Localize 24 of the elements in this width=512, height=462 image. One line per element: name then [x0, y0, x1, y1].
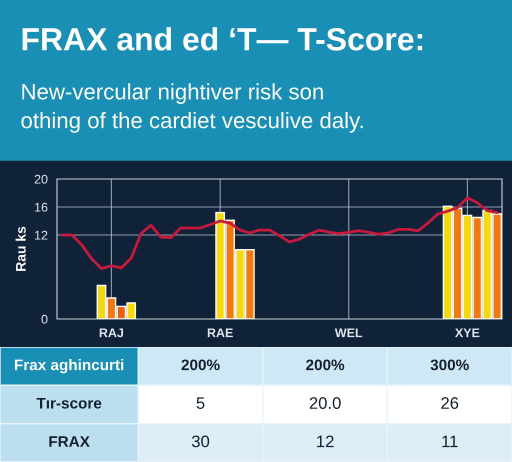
y-tick-label: 0 — [42, 314, 48, 324]
category-label: Frax aghincurti — [14, 359, 124, 374]
chart-subtitle: New-vercular nightiver risk son othing of the cardiet vesculive daly. — [21, 83, 363, 133]
y-tick-label: 16 — [35, 202, 48, 212]
text: 5 — [196, 397, 204, 409]
line-series — [60, 196, 498, 270]
text: 26 — [441, 397, 458, 409]
chart-title: FRAX and ed ‘T— T-Score: — [22, 27, 422, 51]
category-label: 200% — [306, 359, 344, 370]
category-label: FRAX — [49, 436, 90, 447]
y-tick-label: 20 — [34, 174, 48, 184]
x-tick-label: WEL — [334, 328, 362, 338]
x-tick-label: RAJ — [100, 328, 124, 338]
category-label: 300% — [430, 359, 469, 370]
text: 20.0 — [310, 397, 341, 409]
category-label: 200% — [182, 359, 220, 370]
y-tick-label: 12 — [35, 230, 48, 240]
text: 11 — [442, 436, 458, 448]
category-label: Tır-score — [36, 398, 102, 409]
text: 30 — [192, 436, 210, 448]
y-axis-title: Rau ks — [16, 226, 26, 271]
x-tick-label: XYE — [454, 328, 480, 338]
x-tick-label: RAE — [208, 328, 233, 338]
text: 12 — [317, 436, 334, 448]
